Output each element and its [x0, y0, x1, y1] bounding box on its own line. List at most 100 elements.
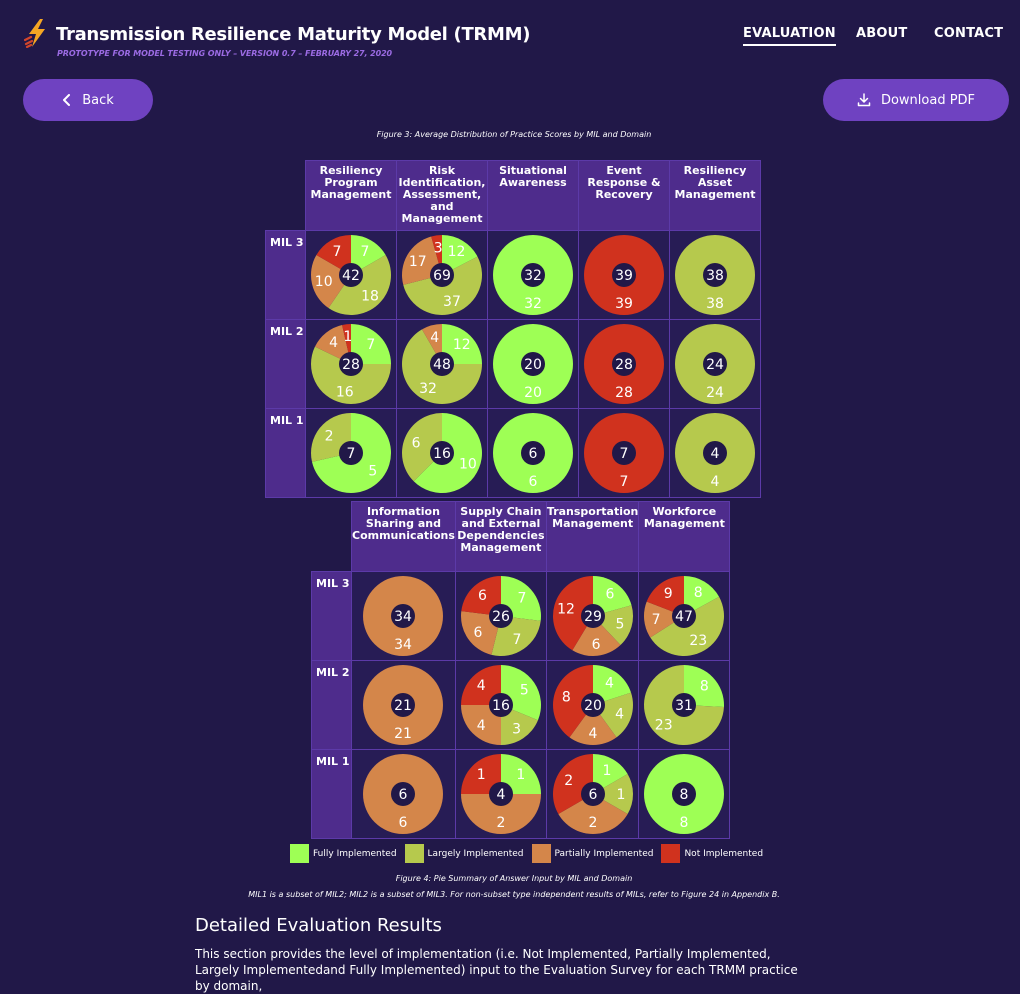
- pie-slice-not: [316, 235, 351, 275]
- legend-label-fully: Fully Implemented: [313, 848, 397, 859]
- pie-slice-label: 23: [655, 717, 673, 733]
- grid-corner: [312, 502, 352, 572]
- pie-center: [521, 352, 545, 376]
- nav-contact[interactable]: CONTACT: [934, 26, 1004, 41]
- pie-total-label: 69: [433, 268, 451, 284]
- pie-slice-label: 37: [443, 294, 461, 310]
- domain-header-row: Resiliency Program Management Risk Identi…: [266, 160, 761, 231]
- app-title: Transmission Resilience Maturity Model (…: [56, 24, 531, 45]
- pie-slice-label: 3: [512, 721, 521, 737]
- pie-slice-label: 6: [412, 435, 421, 451]
- pie-center: [339, 352, 363, 376]
- pie-slice-largely: [328, 255, 391, 315]
- pie-slice-label: 8: [562, 689, 571, 705]
- pie-slice-label: 4: [329, 335, 338, 351]
- download-pdf-button[interactable]: Download PDF: [823, 79, 1009, 121]
- pie-slice-fully: [684, 665, 725, 708]
- back-button[interactable]: Back: [23, 79, 153, 121]
- pie-slice-label: 4: [430, 330, 439, 346]
- pie-slice-label: 6: [473, 625, 482, 641]
- pie-chart: 34 34: [363, 576, 444, 656]
- pie-total-label: 4: [496, 787, 505, 803]
- pie-center: [672, 604, 697, 628]
- pie-center: [580, 782, 605, 806]
- pie-center: [488, 782, 513, 806]
- pie-center: [703, 263, 727, 287]
- pie-total-label: 29: [584, 609, 602, 625]
- pie-slice-largely: [402, 413, 442, 482]
- legend-swatch-fully: [290, 844, 309, 863]
- pie-center: [430, 352, 454, 376]
- domain-header: Transportation Management: [545, 501, 640, 572]
- pie-center: [580, 693, 605, 717]
- mil-row: MIL 3 7 18 10 7 42 12 37 17 3 69 32 32 39 39 38 38: [265, 230, 761, 320]
- pie-slice-label: 7: [333, 244, 342, 260]
- pie-slice-label: 1: [516, 767, 525, 783]
- pie-chart: 7 7 6 6 26: [460, 576, 541, 656]
- pie-slice-label: 5: [368, 463, 377, 479]
- mil-label: MIL 2: [265, 319, 306, 409]
- pie-total-label: 42: [342, 268, 360, 284]
- pie-total-label: 21: [395, 698, 413, 714]
- domain-header: Supply Chain and External Dependencies M…: [454, 501, 547, 572]
- pie-chart: 77: [584, 413, 664, 493]
- pie-slice-label: 16: [336, 384, 354, 400]
- pie-chart: 2020: [493, 324, 573, 404]
- pie-cell: 7 7 6 6 26: [454, 571, 547, 661]
- pie-center: [612, 263, 636, 287]
- pie-slice-label: 6: [478, 588, 487, 604]
- pie-chart: 1 2 14: [460, 754, 541, 834]
- pie-center: [703, 441, 727, 465]
- pie-chart: 5 27: [311, 413, 391, 493]
- pie-slice-label: 21: [395, 726, 413, 742]
- pie-slice-label: 1: [602, 763, 611, 779]
- pie-slice-label: 2: [496, 815, 505, 831]
- pie-total-label: 16: [433, 446, 451, 462]
- pie-slice-not: [552, 576, 593, 651]
- pie-slice-label: 1: [477, 767, 486, 783]
- pie-chart: 656 12 29: [552, 576, 633, 656]
- pie-slice-label: 5: [520, 682, 529, 698]
- pie-slice-label: 2: [564, 773, 573, 789]
- pie-total-label: 6: [399, 787, 408, 803]
- nav-evaluation[interactable]: EVALUATION: [743, 26, 836, 46]
- mil-label: MIL 1: [311, 749, 352, 839]
- pie-center: [391, 782, 416, 806]
- mil-row: MIL 3 34 34 7 7 6 6 26 6 5 6 12 29 8 23 7 9 47: [311, 571, 731, 661]
- pie-slice-label: 4: [615, 707, 624, 723]
- legend-swatch-partially: [531, 844, 551, 863]
- pie-center: [612, 352, 636, 376]
- nav-about[interactable]: ABOUT: [856, 26, 908, 41]
- pie-slice-partially: [569, 705, 617, 745]
- pie-total-label: 24: [706, 357, 724, 373]
- pie-slice-not: [460, 754, 501, 794]
- pie-center: [339, 441, 363, 465]
- pie-chart: 24 24: [675, 324, 755, 404]
- pie-slice-label: 6: [605, 587, 614, 603]
- mil-row: MIL 2 7 16 4 1 28 12 32 4 48 20 20 28 28 24 24: [265, 319, 761, 409]
- pie-cell: 24 24: [669, 319, 761, 409]
- pie-center: [430, 263, 454, 287]
- pie-cell: 34 34: [351, 571, 456, 661]
- pie-slice-not: [647, 576, 685, 616]
- pie-slice-label: 23: [690, 633, 708, 649]
- mil-label: MIL 1: [265, 408, 306, 498]
- pie-center: [488, 604, 513, 628]
- domain-header: Resiliency Program Management: [305, 160, 397, 231]
- back-button-label: Back: [82, 92, 114, 108]
- pie-cell: 7 16 4 1 28: [305, 319, 397, 409]
- pie-cell: 4 4 4 8 20: [545, 660, 640, 750]
- section-title: Detailed Evaluation Results: [195, 915, 442, 936]
- pie-slice-label: 39: [615, 296, 633, 312]
- pie-chart: 10 6 16: [402, 413, 482, 493]
- legend-swatch-not: [661, 844, 681, 863]
- pie-slice-label: 4: [477, 718, 486, 734]
- legend-label-not: Not Implemented: [684, 848, 764, 859]
- pie-slice-partially: [644, 601, 685, 638]
- pie-cell: 10 6 16: [396, 408, 488, 498]
